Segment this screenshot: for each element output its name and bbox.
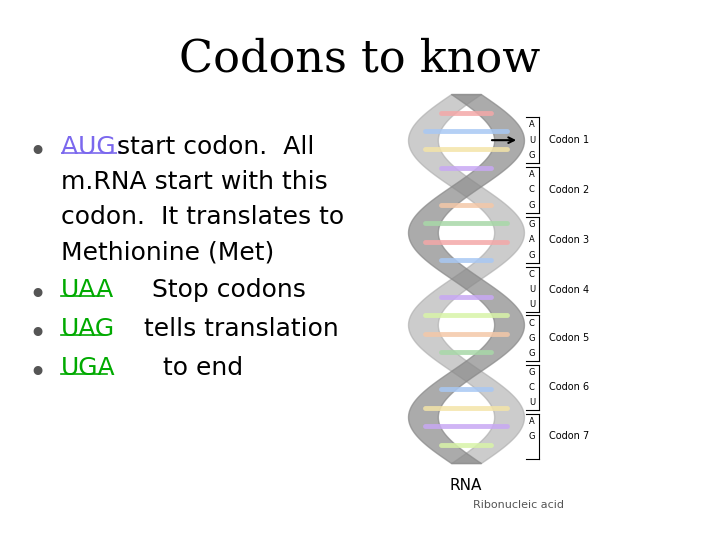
Text: Methionine (Met): Methionine (Met) xyxy=(61,240,274,264)
Text: U: U xyxy=(529,136,535,145)
Text: UAG: UAG xyxy=(61,317,115,341)
Text: to end: to end xyxy=(107,356,243,380)
Text: codon.  It translates to: codon. It translates to xyxy=(61,205,344,229)
Text: •: • xyxy=(29,138,47,167)
Text: A: A xyxy=(529,170,535,179)
Text: A: A xyxy=(529,417,535,426)
Text: U: U xyxy=(529,300,535,309)
Text: •: • xyxy=(29,359,47,388)
Text: U: U xyxy=(529,285,535,294)
Text: AUG:: AUG: xyxy=(61,135,132,159)
Text: G: G xyxy=(529,432,536,441)
Text: U: U xyxy=(529,398,535,407)
Text: UGA: UGA xyxy=(61,356,116,380)
Text: G: G xyxy=(529,220,536,229)
Text: Stop codons: Stop codons xyxy=(104,278,306,302)
Text: G: G xyxy=(529,201,536,210)
Text: G: G xyxy=(529,334,536,343)
Text: •: • xyxy=(29,320,47,349)
Text: G: G xyxy=(529,368,536,377)
Text: C: C xyxy=(529,270,535,279)
Text: G: G xyxy=(529,251,536,260)
Text: Codon 1: Codon 1 xyxy=(549,135,589,145)
Text: Codon 4: Codon 4 xyxy=(549,285,589,295)
Text: A: A xyxy=(529,235,535,244)
Text: tells translation: tells translation xyxy=(104,317,339,341)
Text: RNA: RNA xyxy=(450,478,482,493)
Text: m.RNA start with this: m.RNA start with this xyxy=(61,170,328,194)
Text: C: C xyxy=(529,186,535,194)
Text: Ribonucleic acid: Ribonucleic acid xyxy=(474,500,564,510)
Text: Codon 7: Codon 7 xyxy=(549,431,589,442)
Text: Codon 2: Codon 2 xyxy=(549,185,589,195)
Text: G: G xyxy=(529,349,536,358)
Text: C: C xyxy=(529,383,535,392)
Text: start codon.  All: start codon. All xyxy=(117,135,315,159)
Text: UAA: UAA xyxy=(61,278,114,302)
Text: Codon 6: Codon 6 xyxy=(549,382,589,393)
Text: A: A xyxy=(529,120,535,130)
Text: Codon 3: Codon 3 xyxy=(549,235,589,245)
Text: G: G xyxy=(529,151,536,160)
Text: •: • xyxy=(29,281,47,310)
Text: Codon 5: Codon 5 xyxy=(549,333,589,343)
Text: C: C xyxy=(529,319,535,328)
Text: Codons to know: Codons to know xyxy=(179,38,541,81)
